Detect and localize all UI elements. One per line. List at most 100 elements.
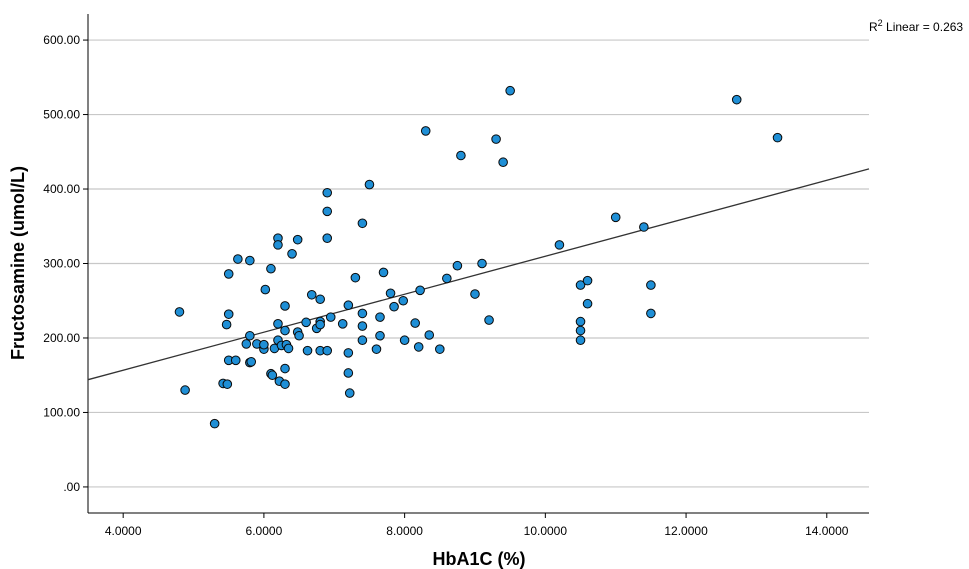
- data-point: [292, 234, 303, 245]
- data-point: [315, 294, 325, 305]
- data-point: [357, 218, 368, 229]
- data-point: [306, 289, 317, 300]
- y-tick-label: 200.00: [43, 331, 80, 345]
- data-point: [260, 284, 271, 295]
- data-point: [357, 308, 368, 319]
- y-tick-label: 600.00: [43, 33, 80, 47]
- data-point: [344, 388, 355, 398]
- data-point: [245, 255, 255, 266]
- data-point: [280, 301, 290, 311]
- data-point: [230, 355, 241, 366]
- y-tick-label: 500.00: [43, 108, 80, 122]
- data-point: [343, 348, 354, 358]
- data-point: [322, 345, 333, 356]
- x-axis-title: HbA1C (%): [433, 549, 526, 569]
- data-point: [273, 319, 283, 329]
- data-point: [343, 300, 354, 311]
- data-point: [302, 345, 313, 356]
- data-point: [484, 315, 494, 325]
- data-point: [470, 289, 480, 299]
- fit-line-group: [87, 168, 870, 381]
- y-tick-label: .00: [63, 480, 80, 494]
- data-point: [610, 212, 621, 223]
- data-point: [315, 319, 325, 330]
- data-points: [174, 85, 783, 429]
- x-tick-label: 8.0000: [386, 524, 423, 538]
- data-point: [357, 321, 368, 331]
- data-point: [322, 206, 333, 217]
- data-point: [221, 319, 232, 330]
- data-point: [505, 85, 515, 96]
- data-point: [301, 317, 311, 328]
- data-point: [267, 370, 278, 381]
- x-tick-label: 12.0000: [664, 524, 708, 538]
- axes: .00 100.00 200.00 300.00 400.00 500.00 600.00 4…: [43, 14, 869, 538]
- data-point: [246, 357, 257, 367]
- data-point: [233, 254, 243, 264]
- data-point: [245, 330, 255, 341]
- y-tick-label: 400.00: [43, 182, 80, 196]
- data-point: [180, 385, 190, 395]
- data-point: [241, 339, 252, 349]
- y-axis-title: Fructosamine (umol/L): [8, 166, 28, 360]
- data-point: [259, 339, 269, 350]
- x-tick-label: 10.0000: [524, 524, 568, 538]
- data-point: [294, 330, 304, 341]
- data-point: [731, 94, 742, 105]
- y-tick-label: 100.00: [43, 405, 80, 419]
- data-point: [209, 418, 220, 429]
- data-point: [223, 309, 234, 319]
- data-point: [325, 312, 336, 322]
- data-point: [399, 335, 410, 346]
- r2-linear-label: R2 Linear = 0.263: [869, 18, 963, 34]
- data-point: [477, 258, 487, 269]
- data-point: [410, 318, 420, 328]
- data-point: [337, 319, 348, 329]
- data-point: [343, 368, 354, 378]
- data-point: [554, 240, 565, 250]
- data-point: [280, 379, 290, 389]
- data-point: [575, 316, 586, 327]
- data-point: [375, 330, 385, 341]
- data-point: [266, 263, 276, 274]
- data-point: [280, 325, 290, 336]
- data-point: [283, 343, 294, 354]
- data-point: [582, 275, 593, 286]
- x-tick-label: 6.0000: [246, 524, 283, 538]
- data-point: [646, 308, 656, 319]
- data-point: [174, 307, 185, 317]
- data-point: [498, 157, 508, 168]
- data-point: [364, 179, 375, 190]
- data-point: [575, 325, 586, 336]
- data-point: [646, 280, 656, 290]
- data-point: [456, 150, 466, 161]
- data-point: [491, 134, 501, 144]
- data-point: [378, 267, 389, 278]
- data-point: [385, 288, 396, 299]
- data-point: [452, 260, 463, 271]
- data-point: [398, 295, 409, 306]
- data-point: [223, 269, 234, 279]
- data-point: [371, 344, 382, 354]
- data-point: [582, 298, 593, 309]
- linear-fit-line: [87, 168, 870, 381]
- data-point: [375, 312, 385, 322]
- data-point: [280, 363, 290, 374]
- data-point: [357, 335, 368, 346]
- data-point: [287, 249, 297, 259]
- y-tick-label: 300.00: [43, 257, 80, 271]
- data-point: [322, 233, 333, 243]
- data-point: [424, 330, 435, 340]
- data-point: [273, 240, 283, 250]
- data-point: [575, 280, 586, 290]
- data-point: [222, 379, 233, 389]
- data-point: [435, 344, 445, 354]
- data-point: [442, 273, 452, 284]
- data-point: [413, 342, 424, 352]
- data-point: [322, 187, 333, 198]
- data-point: [575, 335, 586, 346]
- x-tick-label: 14.0000: [805, 524, 849, 538]
- data-point: [350, 272, 361, 283]
